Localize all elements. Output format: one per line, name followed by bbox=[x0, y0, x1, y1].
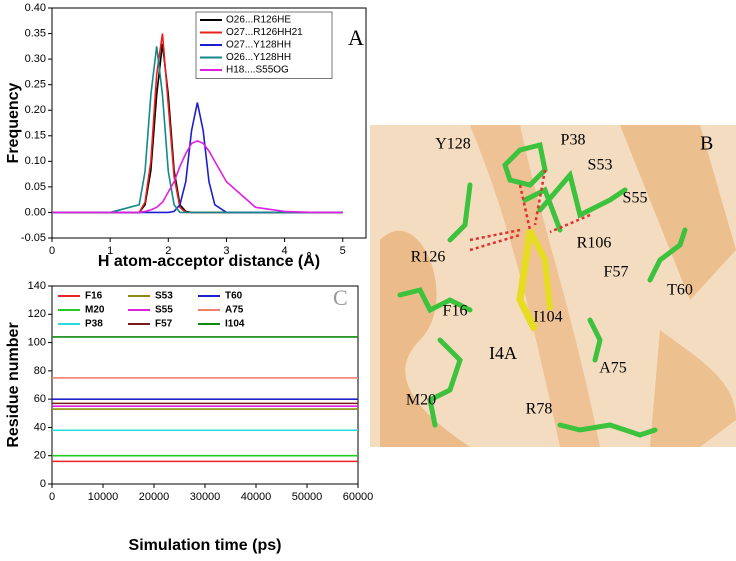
y-tick-label: 60 bbox=[34, 393, 46, 405]
ligand bbox=[516, 229, 539, 332]
x-tick-label: 2 bbox=[165, 245, 171, 257]
y-tick-label: -0.05 bbox=[21, 232, 46, 244]
y-tick-label: 140 bbox=[28, 280, 46, 292]
residue-label: I4A bbox=[489, 343, 517, 363]
y-tick-label: 0 bbox=[40, 478, 46, 490]
y-tick-label: 0.20 bbox=[25, 104, 46, 116]
sheet-ribbon bbox=[470, 125, 600, 447]
y-tick-label: 0.35 bbox=[25, 27, 46, 39]
y-tick-label: 100 bbox=[28, 336, 46, 348]
residue-label: A75 bbox=[599, 360, 627, 377]
y-axis-title: Frequency bbox=[5, 82, 22, 163]
x-tick-label: 5 bbox=[340, 245, 346, 257]
legend-label: A75 bbox=[225, 305, 244, 316]
legend-label: O26...R126HE bbox=[226, 15, 291, 26]
legend-label: O27...Y128HH bbox=[226, 40, 291, 51]
panel-label: C bbox=[333, 285, 348, 310]
plot-frame bbox=[51, 7, 367, 239]
y-tick-label: 0.10 bbox=[25, 155, 46, 167]
series-line bbox=[52, 46, 343, 214]
x-tick-label: 60000 bbox=[343, 491, 374, 503]
structure-panel bbox=[370, 125, 736, 447]
x-tick-label: 20000 bbox=[139, 491, 170, 503]
residue-label: R106 bbox=[577, 235, 612, 252]
residue-label: F57 bbox=[604, 264, 629, 281]
residue-label: M20 bbox=[406, 392, 436, 409]
legend-label: S55 bbox=[155, 305, 173, 316]
legend-label: H18....S55OG bbox=[226, 65, 289, 76]
residue-label: S53 bbox=[588, 157, 613, 174]
y-tick-label: 0.05 bbox=[25, 181, 46, 193]
residue-label: F16 bbox=[443, 303, 468, 320]
x-tick-label: 1 bbox=[107, 245, 113, 257]
x-tick-label: 30000 bbox=[190, 491, 221, 503]
residue-label: P38 bbox=[561, 132, 586, 149]
hbond-lines bbox=[469, 169, 591, 252]
y-tick-label: 0.30 bbox=[25, 53, 46, 65]
residue-label: T60 bbox=[667, 282, 693, 299]
y-tick-label: 0.40 bbox=[25, 2, 46, 14]
legend-label: O26...Y128HH bbox=[226, 52, 291, 63]
residue-label: I104 bbox=[533, 309, 562, 326]
x-axis-title: Simulation time (ps) bbox=[129, 537, 282, 554]
x-axis-title: H atom-acceptor distance (Å) bbox=[98, 251, 320, 270]
residue-label: S55 bbox=[623, 190, 648, 207]
ligand bbox=[527, 228, 553, 311]
legend-label: F57 bbox=[155, 319, 173, 330]
residue-sticks bbox=[397, 141, 688, 438]
y-tick-label: 20 bbox=[34, 450, 46, 462]
panel-label: B bbox=[700, 133, 713, 155]
y-tick-label: 120 bbox=[28, 308, 46, 320]
panel-label: A bbox=[348, 25, 364, 50]
y-tick-label: 40 bbox=[34, 421, 46, 433]
x-tick-label: 40000 bbox=[241, 491, 272, 503]
legend-label: M20 bbox=[85, 305, 105, 316]
y-tick-label: 80 bbox=[34, 365, 46, 377]
x-tick-label: 4 bbox=[282, 245, 288, 257]
sheet-ribbon bbox=[650, 330, 736, 447]
x-tick-label: 10000 bbox=[88, 491, 119, 503]
y-axis-title: Residue number bbox=[5, 322, 22, 447]
series-line bbox=[52, 102, 343, 214]
legend-label: P38 bbox=[85, 319, 103, 330]
residue-label: Y128 bbox=[435, 136, 471, 153]
x-tick-label: 0 bbox=[49, 491, 55, 503]
x-tick-label: 3 bbox=[223, 245, 229, 257]
y-tick-label: 0.00 bbox=[25, 206, 46, 218]
y-tick-label: 0.15 bbox=[25, 130, 46, 142]
y-tick-label: 0.25 bbox=[25, 79, 46, 91]
residue-label: R78 bbox=[526, 401, 553, 418]
series-line bbox=[52, 140, 343, 214]
legend-label: O27...R126HH21 bbox=[226, 27, 303, 38]
plot-frame bbox=[51, 285, 359, 485]
helix-ribbon bbox=[380, 230, 470, 447]
legend-label: F16 bbox=[85, 291, 103, 302]
x-tick-label: 50000 bbox=[292, 491, 323, 503]
legend-label: T60 bbox=[225, 291, 243, 302]
residue-label: R126 bbox=[411, 249, 446, 266]
legend-label: I104 bbox=[225, 319, 245, 330]
x-tick-label: 0 bbox=[49, 245, 55, 257]
sheet-ribbon bbox=[620, 125, 736, 300]
legend-label: S53 bbox=[155, 291, 173, 302]
